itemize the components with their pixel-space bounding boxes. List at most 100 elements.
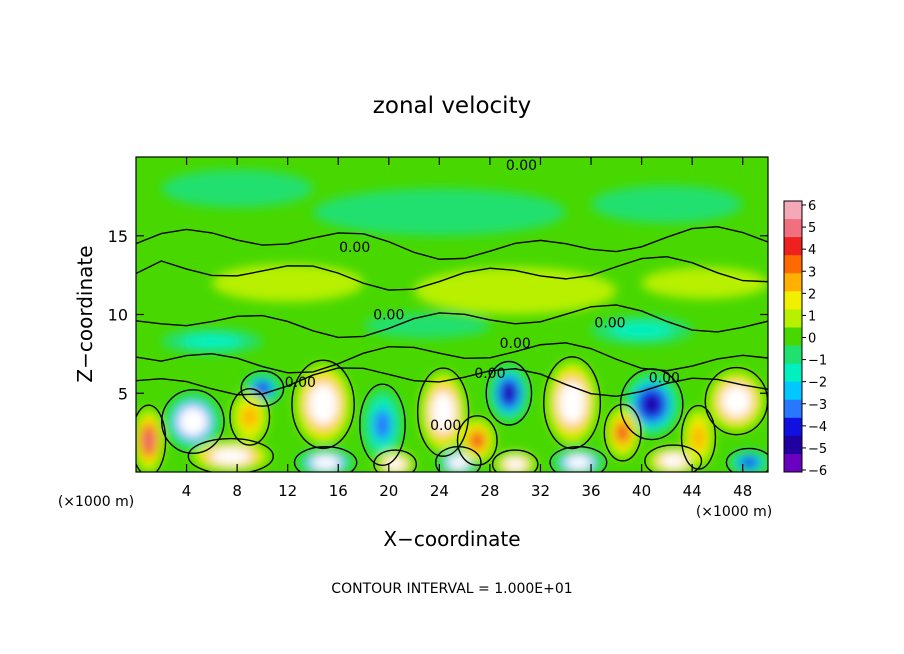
contour-label-4: 0.00 [500,336,531,352]
contour-label-6: 0.00 [649,371,680,387]
contour-line-21 [680,404,717,470]
velocity-cell-25 [211,264,364,302]
y-axis-label: Z−coordinate [73,245,97,382]
contour-line-16 [725,447,768,472]
contour-line-11 [373,449,418,472]
colorbar-tick-label-5: 1 [808,309,816,324]
colorbar-segment-2 [784,237,802,256]
z-unit-label: (×1000 m) [58,494,134,510]
velocity-cell-16 [728,449,768,472]
velocity-cell-3 [420,372,466,452]
colorbar-tick-label-6: 0 [808,332,816,347]
colorbar-tick-label-11: −5 [808,442,827,457]
saturated-core [209,447,252,465]
velocity-cell-18 [232,391,268,443]
contour-label-8: 0.00 [430,418,461,434]
saturated-core [430,390,456,434]
velocity-cell-22 [161,328,263,354]
colorbar: 6 5 4 3 2 1 0 −1 −2 −3 −4 −5 −6 [783,199,827,479]
velocity-cell-28 [312,188,566,236]
x-axis-label: X−coordinate [383,527,520,551]
contour-line-3 [416,367,470,457]
x-tick-label-40: 40 [632,482,651,500]
saturated-core [564,454,593,471]
y-axis: 5 10 15 [108,227,768,403]
contour-line-9 [187,437,274,472]
y-tick-label-10: 10 [108,306,128,325]
contour-band-3 [136,342,768,374]
contour-line-14 [549,445,608,472]
contour-label-7: 0.00 [285,375,316,391]
saturated-core [504,457,527,472]
velocity-cell-6 [623,372,680,436]
velocity-cell-17 [136,409,164,472]
saturated-core [659,453,688,469]
velocity-cell-30 [591,185,743,224]
contour-interval-note: CONTOUR INTERVAL = 1.000E+01 [331,581,572,597]
saturated-core [310,454,341,471]
velocity-cell-4 [488,364,530,422]
contour-line-17 [136,404,167,472]
contour-line-19 [456,415,498,466]
x-tick-label-32: 32 [531,482,550,500]
contour-band-2 [136,304,768,339]
velocity-cell-13 [494,451,536,472]
velocity-cell-21 [683,409,714,466]
saturated-core [307,382,339,426]
velocity-cell-2 [362,388,403,461]
x-tick-label-24: 24 [430,482,449,500]
colorbar-segment-7 [784,327,802,347]
contour-line-13 [491,449,539,472]
colorbar-segment-13 [784,435,802,455]
colorbar-tick-label-8: −2 [808,376,827,391]
colorbar-segment-0 [784,201,802,220]
x-tick-label-20: 20 [379,482,398,500]
contour-band-4 [136,367,768,398]
saturated-core [558,380,586,426]
colorbar-tick-label-7: −1 [808,354,827,369]
contour-label-2: 0.00 [373,308,404,324]
contour-line-10 [293,445,358,472]
velocity-cell-26 [414,267,617,315]
colorbar-segment-14 [784,453,802,473]
colorbar-segment-6 [784,309,802,328]
x-tick-label-16: 16 [329,482,348,500]
velocity-cell-0 [165,393,221,450]
velocity-cell-19 [459,418,495,463]
colorbar-segment-1 [784,219,802,238]
x-unit-label: (×1000 m) [696,504,772,520]
colorbar-tick-label-10: −4 [808,420,827,435]
saturated-core [177,406,209,438]
contour-band-0 [136,225,768,260]
x-axis: 4 8 12 16 20 24 28 32 36 40 44 48 [182,157,752,500]
colorbar-segment-8 [784,345,802,365]
velocity-cell-27 [641,267,768,299]
contour-label-3: 0.00 [594,315,625,331]
x-tick-label-48: 48 [733,482,752,500]
colorbar-segment-3 [784,255,802,274]
colorbar-segment-10 [784,381,802,401]
contour-line-4 [485,360,533,426]
y-tick-label-5: 5 [118,384,128,403]
colorbar-segment-11 [784,399,802,419]
contour-line-8 [240,370,285,407]
colorbar-frame [783,200,803,473]
contour-label-1: 0.00 [339,240,370,256]
velocity-cell-24 [591,316,693,345]
colorbar-tick-label-1: 5 [808,221,816,236]
contour-line-20 [603,403,642,462]
velocity-cell-11 [376,451,415,472]
contour-line-15 [644,444,703,472]
plot-area [136,157,768,472]
contour-label-0: 0.00 [506,158,537,174]
contour-labels: 0.00 0.00 0.00 0.00 0.00 0.00 0.00 0.00 0.00 [285,158,680,434]
contour-lines [136,225,768,472]
colorbar-segment-4 [784,273,802,292]
x-tick-label-36: 36 [581,482,600,500]
velocity-cell-10 [297,448,354,472]
chart-title: zonal velocity [373,93,531,119]
x-tick-label-44: 44 [683,482,702,500]
colorbar-segment-12 [784,417,802,437]
colorbar-tick-label-9: −3 [808,398,827,413]
